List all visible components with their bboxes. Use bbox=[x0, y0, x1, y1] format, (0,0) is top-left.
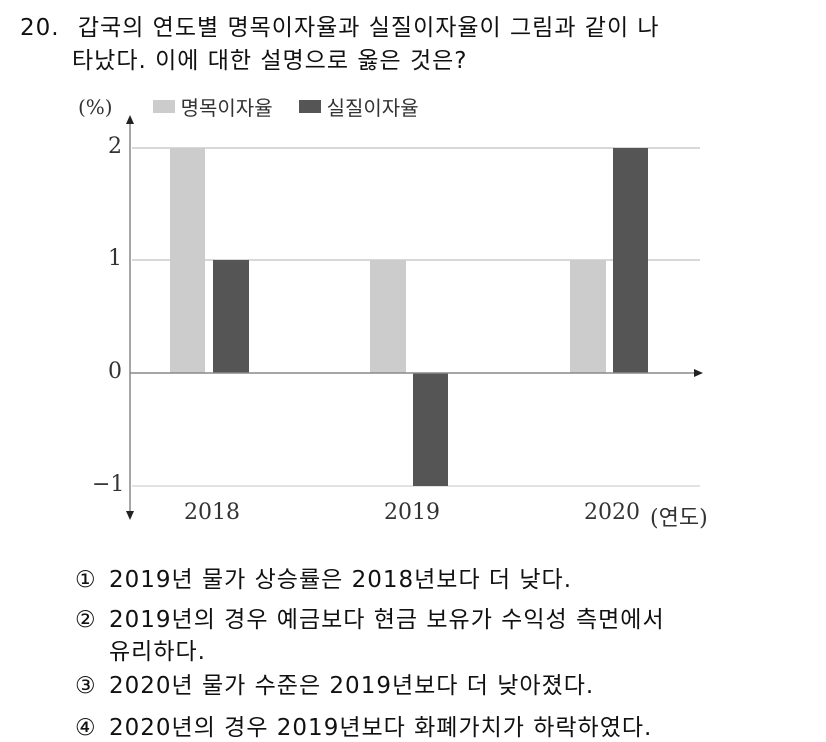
option-4[interactable]: ④ 2020년의 경우 2019년보다 화폐가치가 하락하였다. bbox=[75, 715, 653, 741]
bar-2019-nominal bbox=[370, 260, 406, 373]
bar-2018-real bbox=[213, 260, 249, 373]
option-2-continued: 유리하다. bbox=[109, 639, 206, 665]
bar-2019-real bbox=[413, 373, 448, 486]
x-tick-2018: 2018 bbox=[184, 500, 240, 525]
option-1[interactable]: ① 2019년 물가 상승률은 2018년보다 더 낮다. bbox=[75, 567, 573, 593]
bar-2018-nominal bbox=[170, 148, 205, 373]
bar-2020-nominal bbox=[570, 260, 606, 373]
y-axis-down-arrow-icon bbox=[126, 511, 134, 520]
chart-canvas bbox=[126, 115, 703, 520]
y-tick-2: 2 bbox=[108, 134, 122, 159]
bar-2020-real bbox=[613, 148, 648, 373]
option-3[interactable]: ③ 2020년 물가 수준은 2019년보다 더 낮아졌다. bbox=[75, 674, 595, 696]
option-2[interactable]: ② 2019년의 경우 예금보다 현금 보유가 수익성 측면에서 bbox=[75, 607, 665, 633]
bar-chart: (%) 명목이자율 실질이자율 2 1 0 −1 2018 2019 2020 … bbox=[78, 92, 708, 532]
x-unit-label: (연도) bbox=[650, 506, 708, 531]
x-tick-2020: 2020 bbox=[584, 500, 640, 525]
y-tick-1: 1 bbox=[108, 246, 122, 271]
y-unit-label: (%) bbox=[78, 94, 113, 119]
x-tick-2019: 2019 bbox=[384, 500, 440, 525]
y-tick-neg1: −1 bbox=[92, 472, 125, 497]
legend-swatch-light bbox=[152, 100, 175, 113]
question-number: 20. bbox=[20, 15, 60, 41]
legend-item-nominal: 명목이자율 bbox=[152, 92, 273, 121]
question-line-1: 20. 갑국의 연도별 명목이자율과 실질이자율이 그림과 같이 나 bbox=[20, 15, 660, 41]
question-line-2: 타났다. 이에 대한 설명으로 옳은 것은? bbox=[72, 48, 468, 74]
y-tick-0: 0 bbox=[108, 359, 122, 384]
chart-legend: (%) 명목이자율 실질이자율 bbox=[78, 92, 445, 121]
legend-swatch-dark bbox=[298, 100, 321, 113]
legend-item-real: 실질이자율 bbox=[298, 92, 419, 121]
x-axis-arrow-icon bbox=[694, 369, 703, 377]
y-axis-up-arrow-icon bbox=[126, 115, 134, 124]
